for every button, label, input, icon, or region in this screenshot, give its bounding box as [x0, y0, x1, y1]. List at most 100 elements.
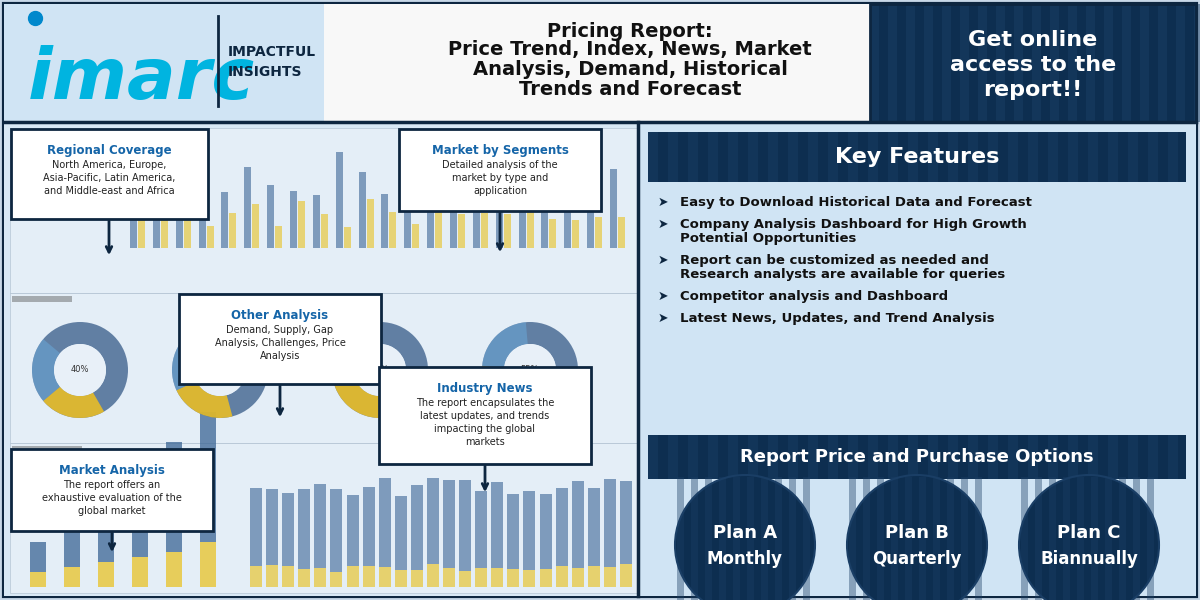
- Bar: [919, 477, 926, 600]
- Circle shape: [194, 344, 246, 396]
- Wedge shape: [43, 387, 104, 418]
- Text: access to the: access to the: [950, 55, 1116, 75]
- Bar: [523, 569, 535, 587]
- Bar: [313, 195, 320, 248]
- Bar: [436, 205, 442, 248]
- Bar: [98, 562, 114, 587]
- Bar: [1050, 4, 1060, 122]
- Bar: [413, 224, 419, 248]
- Text: Analysis, Demand, Historical: Analysis, Demand, Historical: [473, 60, 787, 79]
- Bar: [588, 488, 600, 566]
- Bar: [996, 4, 1006, 122]
- Bar: [1068, 435, 1078, 479]
- Text: Plan A: Plan A: [713, 524, 778, 542]
- Bar: [934, 477, 940, 600]
- Bar: [1021, 477, 1028, 600]
- Bar: [1120, 477, 1126, 600]
- Bar: [1194, 4, 1200, 122]
- Text: Monthly: Monthly: [707, 550, 784, 568]
- Bar: [527, 203, 534, 248]
- Bar: [330, 572, 342, 587]
- Text: Plan B: Plan B: [886, 524, 949, 542]
- Bar: [200, 542, 216, 587]
- Text: The report offers an: The report offers an: [64, 480, 161, 490]
- Wedge shape: [482, 366, 523, 416]
- Bar: [1122, 4, 1132, 122]
- Bar: [906, 4, 916, 122]
- Bar: [1091, 477, 1098, 600]
- Text: Get online: Get online: [968, 30, 1098, 50]
- Bar: [572, 220, 580, 248]
- Bar: [863, 477, 870, 600]
- Bar: [404, 154, 412, 248]
- Bar: [604, 479, 616, 566]
- Text: ➤: ➤: [658, 312, 668, 325]
- Wedge shape: [172, 322, 268, 418]
- Bar: [427, 565, 439, 587]
- Bar: [541, 162, 548, 248]
- Text: ➤: ➤: [658, 218, 668, 231]
- Bar: [1068, 4, 1078, 122]
- Bar: [828, 435, 838, 479]
- Bar: [473, 196, 480, 248]
- Bar: [427, 478, 439, 565]
- Bar: [638, 122, 1196, 596]
- Bar: [604, 566, 616, 587]
- Bar: [518, 186, 526, 248]
- Bar: [648, 435, 658, 479]
- Bar: [728, 435, 738, 479]
- Bar: [395, 569, 407, 587]
- Bar: [275, 226, 282, 248]
- Bar: [618, 217, 625, 248]
- Bar: [1063, 477, 1070, 600]
- Bar: [132, 557, 148, 587]
- Bar: [12, 142, 72, 148]
- Bar: [708, 435, 718, 479]
- Bar: [166, 552, 182, 587]
- Bar: [290, 191, 298, 248]
- Bar: [648, 435, 1186, 479]
- Text: exhaustive evaluation of the: exhaustive evaluation of the: [42, 493, 182, 503]
- Bar: [138, 205, 145, 248]
- Text: Report can be customized as needed and: Report can be customized as needed and: [680, 254, 989, 267]
- Bar: [988, 435, 998, 479]
- Bar: [978, 4, 986, 122]
- Bar: [4, 4, 1196, 122]
- Bar: [460, 571, 472, 587]
- Bar: [1108, 435, 1118, 479]
- Bar: [775, 477, 782, 600]
- Bar: [768, 132, 778, 182]
- Wedge shape: [332, 374, 380, 418]
- Bar: [475, 568, 487, 587]
- Bar: [410, 485, 422, 570]
- Bar: [1168, 435, 1178, 479]
- Bar: [850, 477, 856, 600]
- Bar: [788, 435, 798, 479]
- Text: Company Analysis Dashboard for High Growth: Company Analysis Dashboard for High Grow…: [680, 218, 1027, 231]
- Bar: [1176, 4, 1186, 122]
- Bar: [98, 492, 114, 562]
- Bar: [1108, 132, 1118, 182]
- Text: Market Analysis: Market Analysis: [59, 464, 164, 477]
- Text: Trends and Forecast: Trends and Forecast: [518, 80, 742, 99]
- Bar: [808, 435, 818, 479]
- Text: ➤: ➤: [658, 290, 668, 303]
- Bar: [12, 296, 72, 302]
- Bar: [788, 132, 798, 182]
- Bar: [803, 477, 810, 600]
- Bar: [12, 456, 62, 461]
- Text: 50%: 50%: [371, 365, 389, 374]
- Bar: [648, 132, 658, 182]
- Bar: [475, 491, 487, 568]
- Bar: [924, 4, 934, 122]
- Bar: [1168, 132, 1178, 182]
- Bar: [458, 214, 466, 248]
- FancyBboxPatch shape: [398, 129, 601, 211]
- Bar: [266, 565, 278, 587]
- Text: 40%: 40%: [71, 365, 89, 374]
- Bar: [719, 477, 726, 600]
- Wedge shape: [32, 322, 128, 418]
- Text: markets: markets: [466, 437, 505, 447]
- Bar: [768, 435, 778, 479]
- Wedge shape: [176, 381, 233, 418]
